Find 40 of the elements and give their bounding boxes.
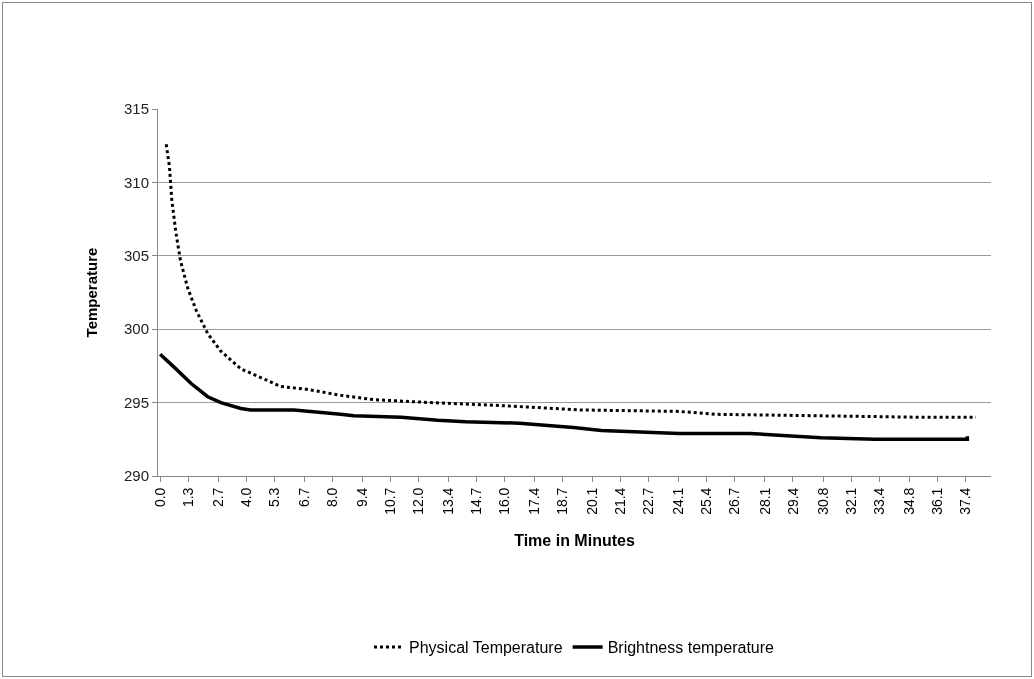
x-axis-title: Time in Minutes <box>514 531 635 549</box>
x-tick-label: 14.7 <box>468 487 485 515</box>
x-tick-label: 25.4 <box>698 487 715 515</box>
x-tick-label: 0.0 <box>151 487 168 508</box>
x-tick-label: 10.7 <box>382 487 399 515</box>
x-tick-label: 34.8 <box>900 487 917 515</box>
x-tick-label: 37.4 <box>956 487 973 515</box>
x-tick-label: 21.4 <box>612 487 629 515</box>
x-tick-label: 9.4 <box>354 487 371 508</box>
x-tick-label: 28.1 <box>756 487 773 515</box>
x-tick-label: 2.7 <box>209 487 226 508</box>
x-tick-label: 6.7 <box>295 487 312 508</box>
x-tick-label: 13.4 <box>440 487 457 515</box>
legend-label: Brightness temperature <box>607 639 775 657</box>
y-tick-label: 290 <box>123 467 149 485</box>
x-tick-label: 32.1 <box>842 487 859 515</box>
x-tick-label: 5.3 <box>265 487 282 508</box>
x-tick-label: 4.0 <box>237 487 254 508</box>
x-tick-label: 8.0 <box>323 487 340 508</box>
x-tick-label: 22.7 <box>640 487 657 515</box>
x-tick-label: 30.8 <box>814 487 831 515</box>
x-tick-label: 1.3 <box>179 487 196 508</box>
y-tick-label: 310 <box>123 173 149 191</box>
x-tick-label: 16.0 <box>496 487 513 515</box>
x-tick-label: 33.4 <box>870 487 887 515</box>
x-tick-label: 20.1 <box>584 487 601 515</box>
x-tick-label: 26.7 <box>726 487 743 515</box>
y-axis-title: Temperature <box>83 247 101 338</box>
y-tick-label: 315 <box>123 100 149 118</box>
x-tick-label: 17.4 <box>526 487 543 515</box>
x-tick-label: 24.1 <box>670 487 687 515</box>
x-tick-label: 18.7 <box>554 487 571 515</box>
x-tick-label: 36.1 <box>928 487 945 515</box>
y-tick-label: 305 <box>123 247 149 265</box>
x-tick-label: 29.4 <box>784 487 801 515</box>
legend-label: Physical Temperature <box>409 639 563 657</box>
x-tick-label: 12.0 <box>410 487 426 515</box>
line-series <box>158 352 970 442</box>
y-tick-label: 300 <box>123 320 149 338</box>
y-tick-label: 295 <box>123 393 149 411</box>
